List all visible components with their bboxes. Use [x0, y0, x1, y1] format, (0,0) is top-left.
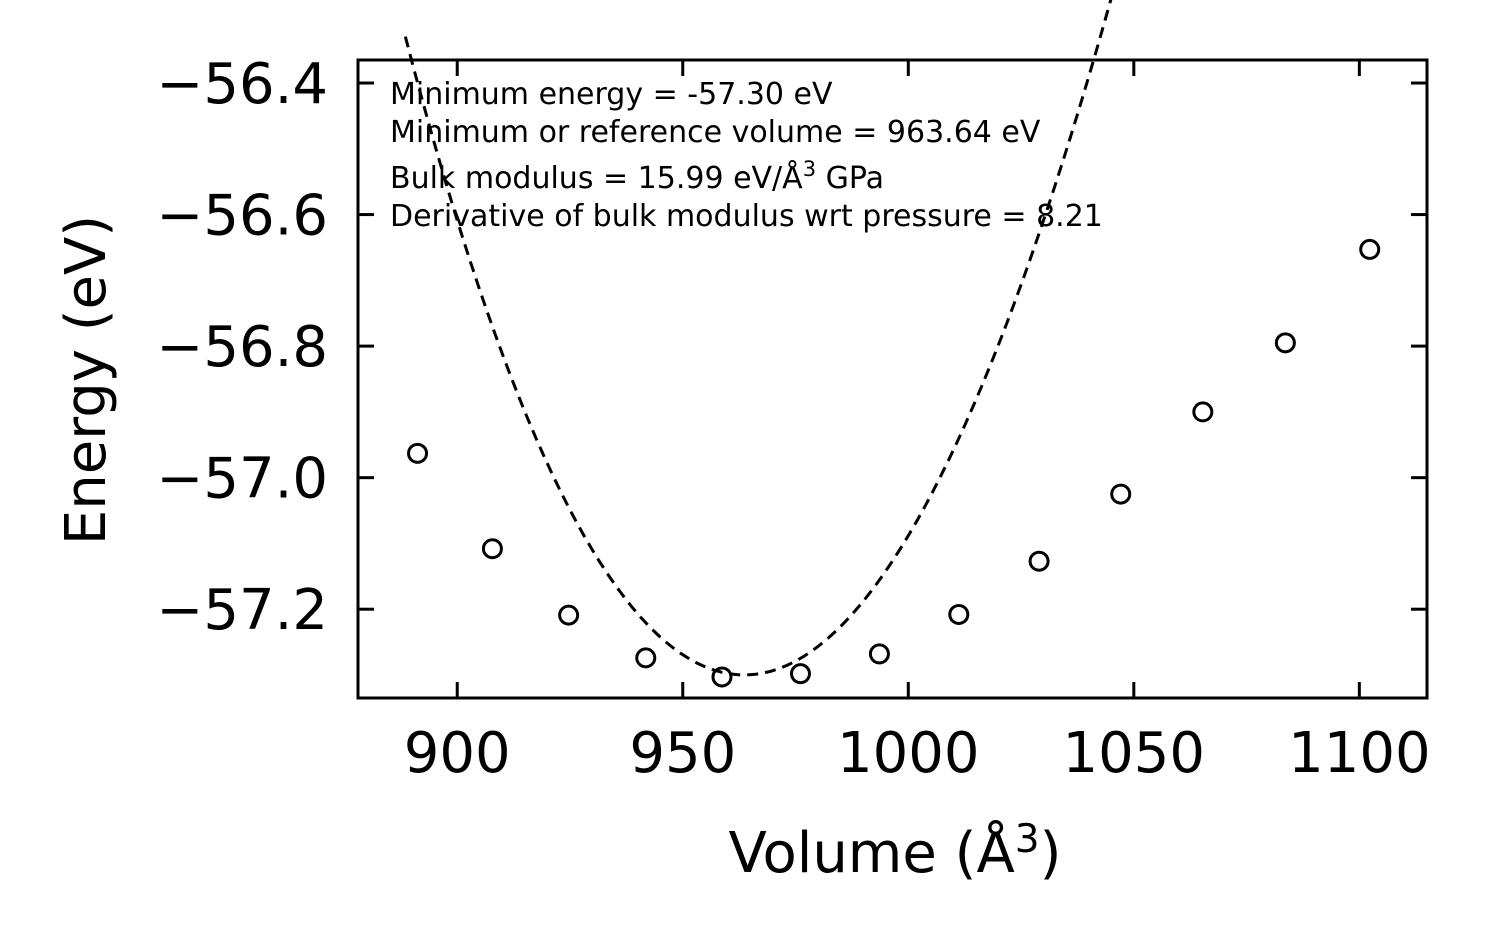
x-tick-label: 1000 — [837, 721, 980, 786]
x-tick-label: 900 — [404, 721, 511, 786]
annotation-block: Minimum energy = -57.30 eV Minimum or re… — [390, 77, 1103, 234]
bulk-modulus-unit: GPa — [816, 161, 884, 196]
data-point — [1110, 483, 1132, 505]
bulk-modulus-text: Bulk modulus = 15.99 eV/Å — [390, 160, 803, 196]
data-point — [789, 663, 811, 685]
x-axis-title-text: Volume (Å — [729, 820, 1015, 886]
data-point — [635, 647, 657, 669]
x-tick-label: 1050 — [1063, 721, 1206, 786]
data-point — [407, 442, 429, 464]
y-tick-label: −56.6 — [156, 184, 328, 249]
plot-frame — [356, 58, 1429, 700]
y-axis-title: Energy (eV) — [54, 215, 119, 545]
y-tick-label: −57.2 — [156, 578, 328, 643]
y-tick-label: −57.0 — [156, 447, 328, 512]
y-tick-label: −56.4 — [156, 52, 328, 117]
x-axis-title: Volume (Å3) — [729, 817, 1062, 886]
annotation-min-energy: Minimum energy = -57.30 eV — [390, 77, 833, 112]
tick-labels: 900 950 1000 1050 1100 −56.4 −56.6 −56.8 −57.0 −5… — [156, 52, 1430, 786]
data-point — [1274, 332, 1296, 354]
annotation-bulk-modulus: Bulk modulus = 15.99 eV/Å3 GPa — [390, 157, 884, 196]
x-axis-title-superscript: 3 — [1015, 817, 1040, 862]
annotation-reference-volume: Minimum or reference volume = 963.64 eV — [390, 115, 1041, 150]
x-tick-label: 1100 — [1288, 721, 1431, 786]
data-point — [1028, 550, 1050, 572]
x-tick-label: 950 — [629, 721, 736, 786]
data-points — [407, 238, 1381, 688]
x-axis-title-end: ) — [1040, 821, 1062, 886]
bulk-modulus-superscript: 3 — [803, 157, 816, 181]
data-point — [948, 603, 970, 625]
axis-ticks — [358, 60, 1427, 698]
annotation-derivative: Derivative of bulk modulus wrt pressure … — [390, 199, 1103, 234]
data-point — [711, 666, 733, 688]
data-point — [1192, 401, 1214, 423]
data-point — [481, 538, 503, 560]
data-point — [1359, 238, 1381, 260]
data-point — [868, 643, 890, 665]
y-tick-label: −56.8 — [156, 315, 328, 380]
data-point — [558, 604, 580, 626]
